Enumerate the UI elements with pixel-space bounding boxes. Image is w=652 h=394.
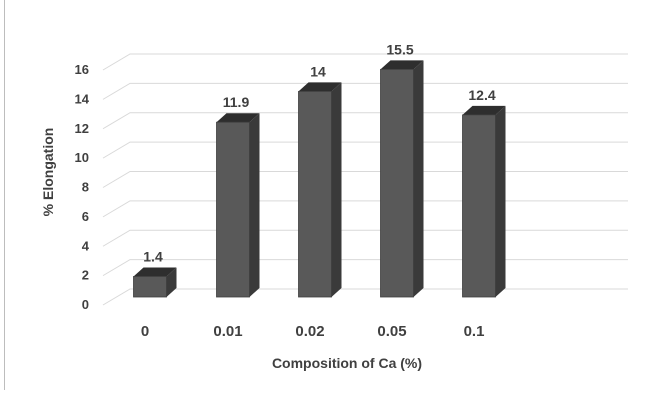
gridline xyxy=(102,112,628,130)
y-tick-label: 6 xyxy=(82,209,89,224)
gridline xyxy=(102,229,628,247)
x-category-label: 0.1 xyxy=(464,323,485,340)
gridline xyxy=(102,141,628,159)
bar-front xyxy=(380,68,414,298)
gridline xyxy=(102,259,628,277)
x-axis-categories: 0 0.01 0.02 0.05 0.1 xyxy=(141,323,485,340)
y-tick-label: 10 xyxy=(75,150,89,165)
x-category-label: 0.05 xyxy=(377,323,406,340)
bar-side xyxy=(166,267,177,297)
x-category-label: 0 xyxy=(141,323,149,340)
data-label: 14 xyxy=(310,63,326,79)
bar xyxy=(133,267,177,298)
bar xyxy=(216,113,260,298)
gridline xyxy=(102,171,628,188)
y-tick-label: 14 xyxy=(75,91,90,106)
y-tick-label: 16 xyxy=(75,62,89,77)
y-tick-label: 4 xyxy=(82,238,90,253)
bar xyxy=(462,105,506,298)
gridlines xyxy=(102,53,628,306)
data-label: 1.4 xyxy=(143,248,163,264)
gridline xyxy=(102,200,628,218)
bar-side xyxy=(495,105,506,297)
bar-top xyxy=(216,113,260,123)
gridline xyxy=(102,53,628,71)
y-tick-label: 2 xyxy=(82,268,89,283)
data-label: 11.9 xyxy=(223,94,250,110)
bars: 1.4 11.9 14 15.5 12.4 xyxy=(133,41,506,298)
y-axis-title: % Elongation xyxy=(40,128,56,217)
bar-top xyxy=(462,105,506,115)
x-axis-title: Composition of Ca (%) xyxy=(272,355,422,371)
bar-side xyxy=(249,113,260,297)
y-tick-label: 0 xyxy=(82,297,89,312)
data-label: 15.5 xyxy=(386,41,413,57)
y-tick-label: 12 xyxy=(75,121,89,136)
y-tick-label: 8 xyxy=(82,180,89,195)
bar-top xyxy=(298,82,342,92)
bar-side xyxy=(331,82,342,297)
x-category-label: 0.01 xyxy=(213,323,242,340)
data-label: 12.4 xyxy=(468,87,495,103)
bar-front xyxy=(216,121,250,298)
bar xyxy=(298,82,342,298)
gridline xyxy=(102,82,628,100)
bar-front xyxy=(462,114,496,298)
bar-side xyxy=(413,60,424,297)
bar-front xyxy=(298,90,332,298)
bar-top xyxy=(133,267,177,277)
bar-front xyxy=(133,276,167,298)
gridline xyxy=(102,288,628,306)
frame-left-border xyxy=(4,0,5,390)
bar-top xyxy=(380,60,424,70)
bar xyxy=(380,60,424,298)
x-category-label: 0.02 xyxy=(295,323,324,340)
y-axis-ticks: 0 2 4 6 8 10 12 14 16 xyxy=(75,62,90,312)
